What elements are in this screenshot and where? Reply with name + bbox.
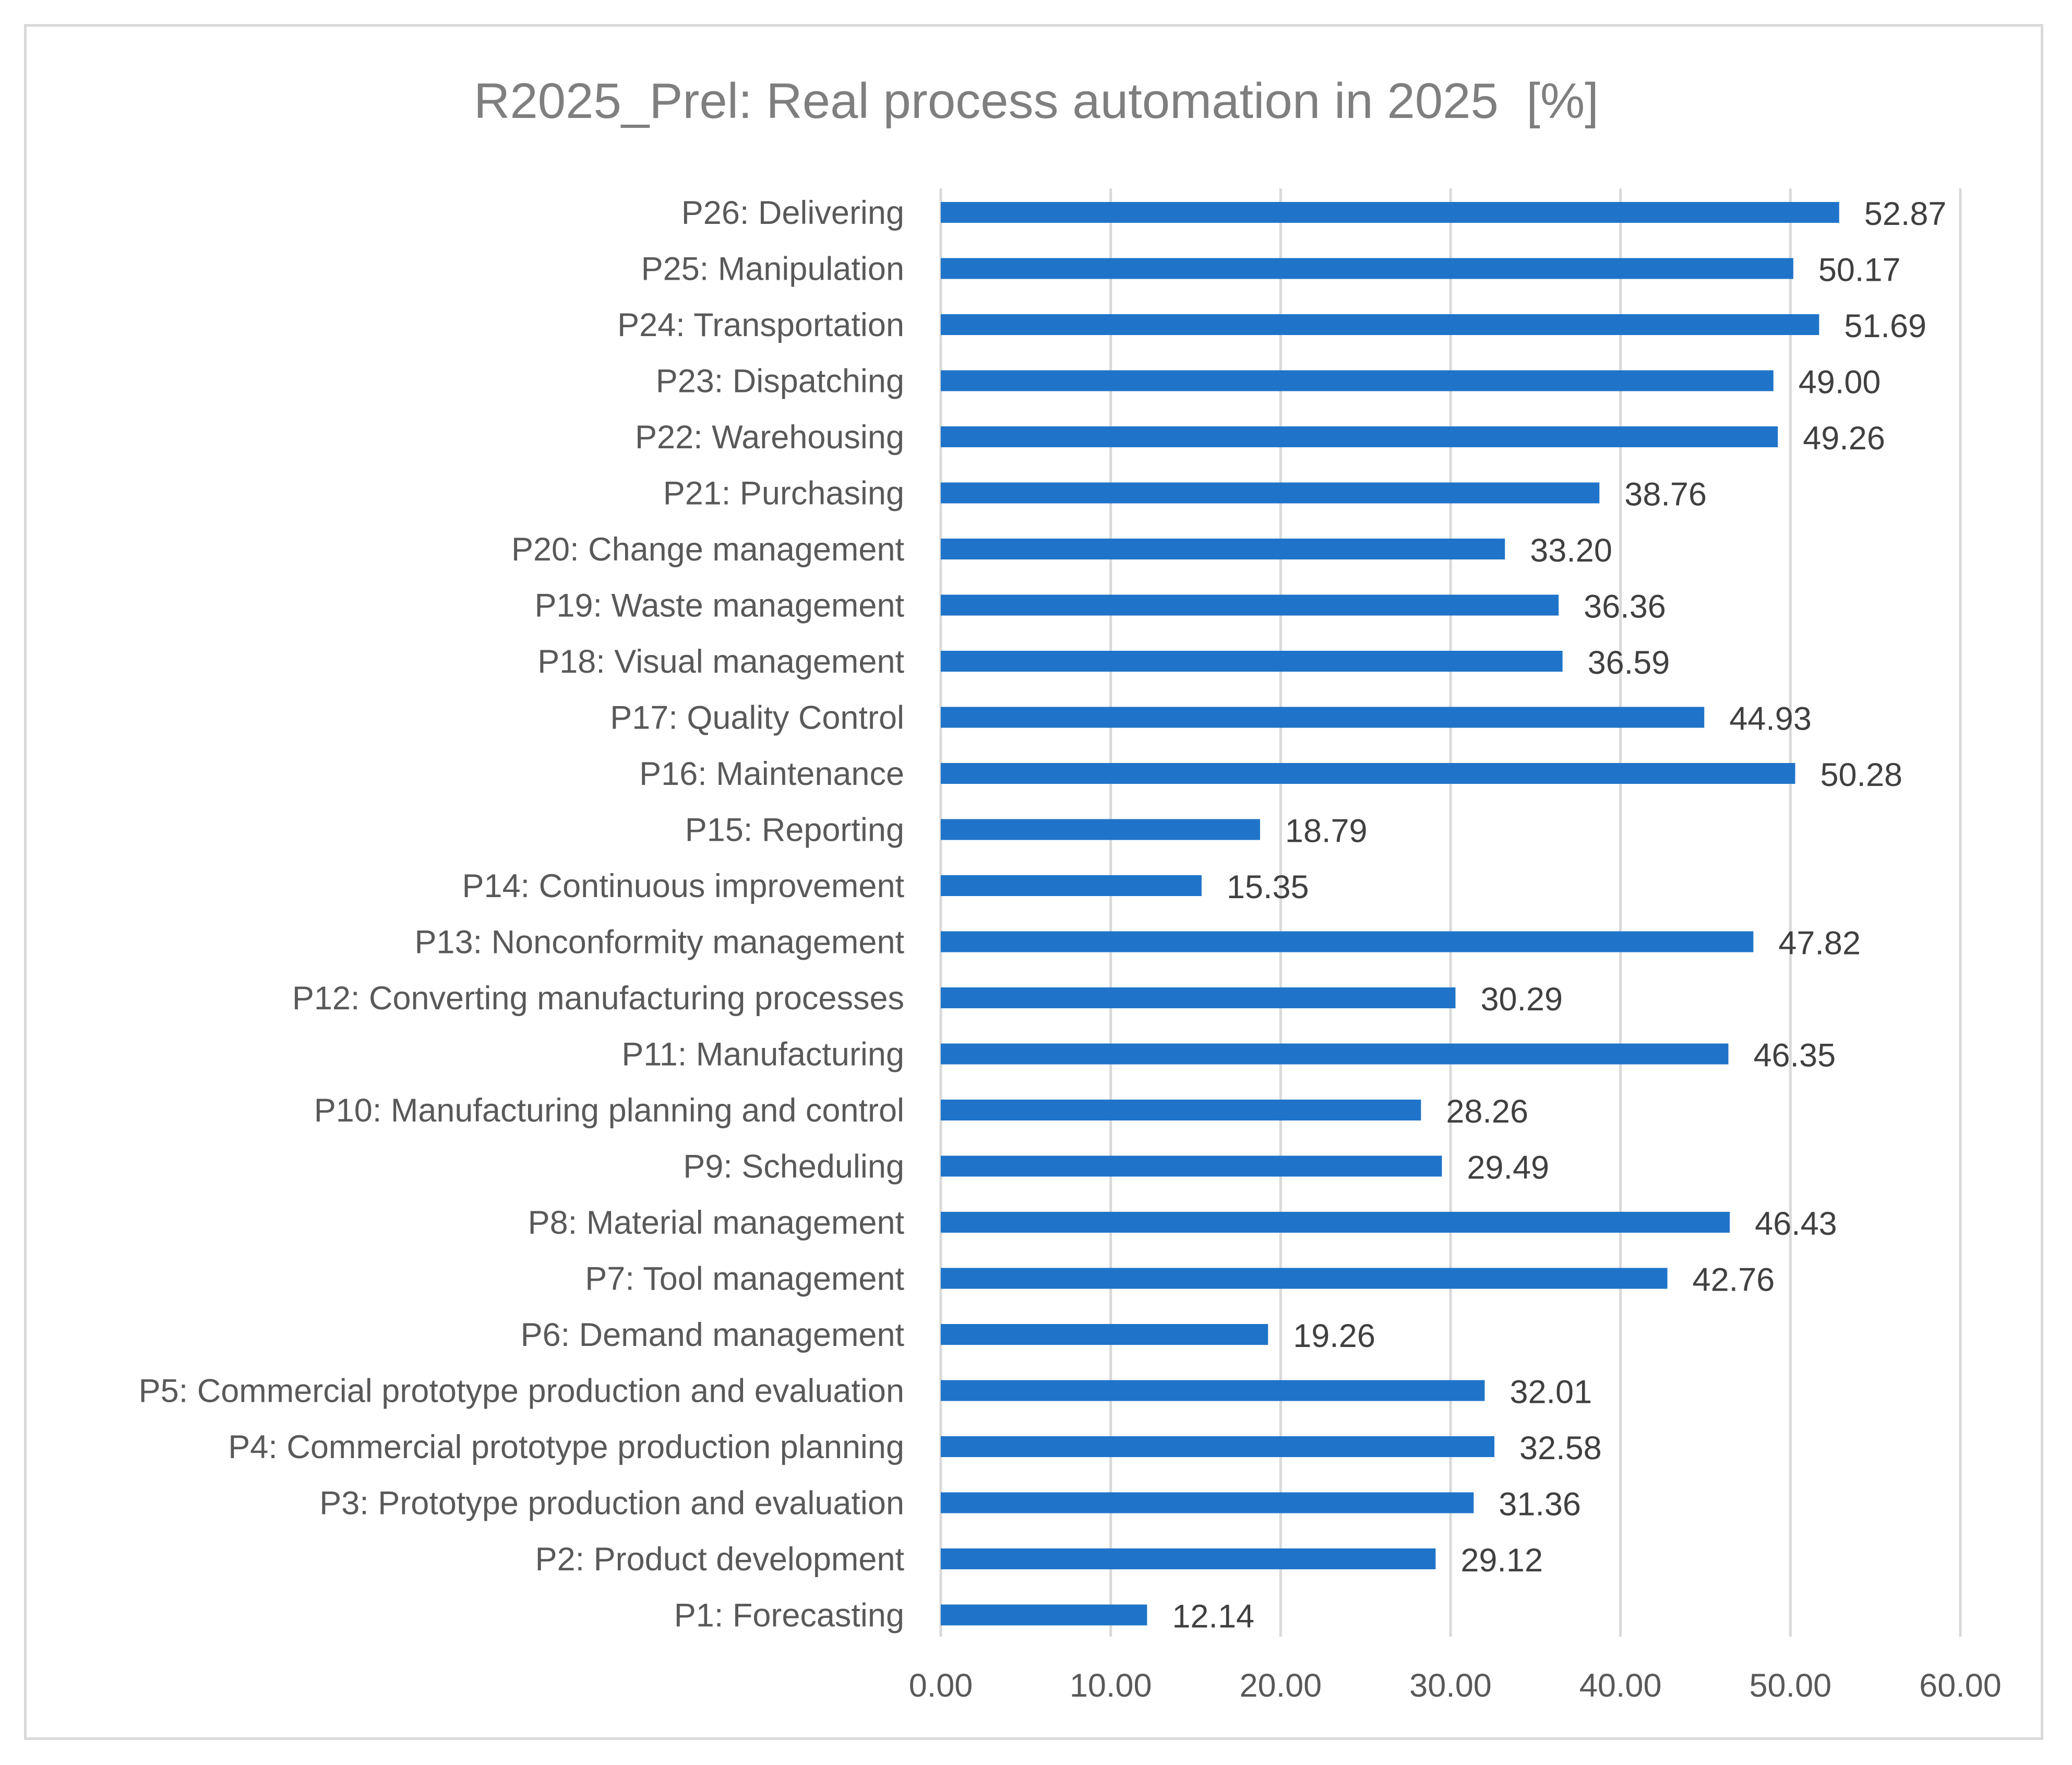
data-label: 36.59 bbox=[1588, 645, 1670, 681]
data-label: 29.49 bbox=[1467, 1150, 1549, 1186]
data-label: 46.35 bbox=[1753, 1037, 1836, 1074]
category-label: P18: Visual management bbox=[537, 643, 904, 680]
bar-chart: R2025_Prel: Real process automation in 2… bbox=[139, 73, 2002, 1704]
bar bbox=[941, 819, 1260, 840]
data-label: 36.36 bbox=[1584, 589, 1666, 625]
category-label: P9: Scheduling bbox=[683, 1149, 904, 1185]
bar bbox=[941, 1043, 1729, 1065]
category-label: P24: Transportation bbox=[617, 307, 904, 343]
bar bbox=[941, 202, 1839, 223]
data-label: 32.01 bbox=[1510, 1374, 1592, 1411]
category-label: P3: Prototype production and evaluation bbox=[319, 1485, 904, 1522]
category-label: P10: Manufacturing planning and control bbox=[314, 1092, 904, 1129]
bar bbox=[941, 314, 1819, 335]
category-labels: P26: Delivering P25: Manipulation P24: Tra… bbox=[139, 195, 905, 1634]
data-label: 15.35 bbox=[1227, 869, 1309, 905]
category-label: P2: Product development bbox=[535, 1541, 905, 1578]
x-axis-tick-labels: 0.00 10.00 20.00 30.00 40.00 50.00 60.00 bbox=[909, 1667, 2002, 1704]
bar bbox=[941, 370, 1774, 391]
category-label: P15: Reporting bbox=[685, 812, 904, 849]
category-label: P6: Demand management bbox=[521, 1317, 905, 1353]
data-label: 44.93 bbox=[1729, 701, 1812, 737]
bar bbox=[941, 707, 1705, 728]
data-label: 49.26 bbox=[1803, 420, 1885, 457]
bar bbox=[941, 426, 1778, 447]
bar bbox=[941, 1436, 1495, 1457]
bar bbox=[941, 875, 1202, 896]
category-label: P23: Dispatching bbox=[656, 363, 904, 400]
bar bbox=[941, 1548, 1436, 1569]
gridlines bbox=[939, 188, 1962, 1637]
category-label: P1: Forecasting bbox=[674, 1597, 904, 1634]
category-label: P19: Waste management bbox=[534, 588, 904, 624]
bar bbox=[941, 482, 1600, 504]
bar bbox=[941, 1604, 1147, 1626]
x-tick-label: 40.00 bbox=[1579, 1667, 1662, 1704]
x-tick-label: 10.00 bbox=[1070, 1667, 1152, 1704]
category-label: P20: Change management bbox=[511, 531, 905, 568]
data-label: 50.28 bbox=[1820, 757, 1902, 793]
data-label: 32.58 bbox=[1519, 1430, 1602, 1466]
bar bbox=[941, 763, 1795, 784]
data-label: 49.00 bbox=[1799, 364, 1881, 401]
data-label: 31.36 bbox=[1499, 1486, 1581, 1523]
bar bbox=[941, 987, 1456, 1008]
bar bbox=[941, 931, 1754, 952]
data-label: 51.69 bbox=[1844, 308, 1926, 344]
data-labels: 52.87 50.17 51.69 49.00 49.26 38.76 33.20 36.36… bbox=[1172, 196, 1946, 1635]
data-label: 50.17 bbox=[1818, 252, 1901, 289]
chart-frame: R2025_Prel: Real process automation in 2… bbox=[24, 24, 2043, 1740]
bar bbox=[941, 594, 1559, 616]
category-label: P4: Commercial prototype production plan… bbox=[228, 1429, 904, 1465]
data-label: 12.14 bbox=[1172, 1599, 1254, 1635]
category-label: P5: Commercial prototype production and … bbox=[139, 1373, 904, 1410]
category-label: P11: Manufacturing bbox=[621, 1036, 904, 1073]
x-tick-label: 0.00 bbox=[909, 1667, 973, 1704]
category-label: P22: Warehousing bbox=[635, 419, 904, 456]
bar bbox=[941, 651, 1563, 672]
data-label: 42.76 bbox=[1693, 1262, 1775, 1298]
bar bbox=[941, 1100, 1421, 1120]
chart-title: R2025_Prel: Real process automation in 2… bbox=[474, 73, 1599, 129]
category-label: P7: Tool management bbox=[585, 1261, 904, 1297]
data-label: 19.26 bbox=[1293, 1318, 1375, 1354]
data-label: 29.12 bbox=[1460, 1542, 1543, 1579]
bar bbox=[941, 1492, 1474, 1513]
bar bbox=[941, 539, 1505, 559]
data-label: 33.20 bbox=[1530, 532, 1612, 569]
data-label: 47.82 bbox=[1778, 925, 1861, 962]
category-label: P17: Quality Control bbox=[610, 700, 904, 736]
x-tick-label: 20.00 bbox=[1240, 1667, 1322, 1704]
bar bbox=[941, 1155, 1442, 1177]
category-label: P12: Converting manufacturing processes bbox=[292, 980, 904, 1017]
bar bbox=[941, 258, 1793, 279]
x-tick-label: 50.00 bbox=[1750, 1667, 1832, 1704]
bars bbox=[941, 202, 1839, 1626]
category-label: P25: Manipulation bbox=[641, 251, 904, 288]
x-tick-label: 30.00 bbox=[1409, 1667, 1492, 1704]
bar bbox=[941, 1268, 1668, 1289]
category-label: P26: Delivering bbox=[681, 195, 904, 231]
category-label: P16: Maintenance bbox=[639, 756, 904, 792]
bar bbox=[941, 1212, 1730, 1233]
bar bbox=[941, 1380, 1485, 1401]
category-label: P21: Purchasing bbox=[663, 475, 904, 512]
category-label: P8: Material management bbox=[528, 1205, 905, 1241]
bar bbox=[941, 1324, 1268, 1345]
data-label: 28.26 bbox=[1446, 1093, 1528, 1130]
data-label: 52.87 bbox=[1864, 196, 1947, 232]
data-label: 46.43 bbox=[1755, 1206, 1837, 1242]
data-label: 18.79 bbox=[1285, 813, 1368, 850]
category-label: P14: Continuous improvement bbox=[462, 868, 905, 904]
category-label: P13: Nonconformity management bbox=[415, 924, 905, 961]
data-label: 38.76 bbox=[1624, 476, 1707, 513]
data-label: 30.29 bbox=[1480, 981, 1563, 1018]
x-tick-label: 60.00 bbox=[1919, 1667, 2002, 1704]
